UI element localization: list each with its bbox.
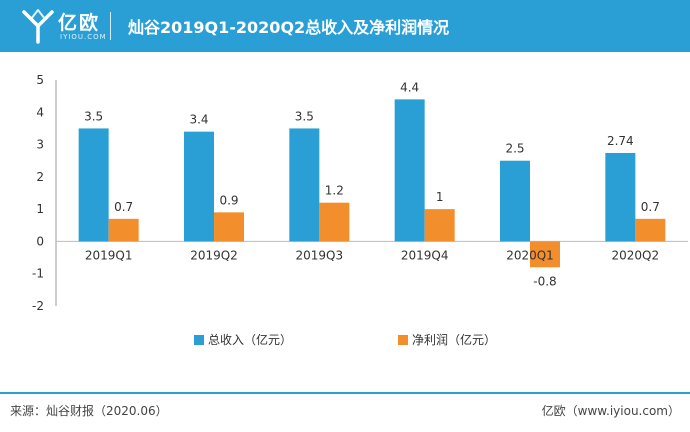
profit-data-label: 0.7 — [114, 200, 133, 214]
chart-canvas: 5 4 3 2 1 0 -1 -2 3.5 0.7 2019Q1 3.4 0.9 2019Q2 3.5 1.2… — [32, 73, 688, 347]
legend-label-revenue: 总收入（亿元） — [208, 332, 292, 347]
x-tick-label: 2019Q1 — [85, 248, 133, 262]
revenue-bar — [394, 99, 425, 242]
profit-data-label: 0.9 — [219, 193, 238, 207]
logo-subtext: IYIOU.COM — [60, 33, 107, 41]
revenue-bar — [289, 128, 320, 242]
x-tick-label: 2019Q3 — [296, 248, 344, 262]
revenue-profit-chart: 5 4 3 2 1 0 -1 -2 3.5 0.7 2019Q1 3.4 0.9 2019Q2 3.5 1.2… — [0, 52, 690, 388]
revenue-bar — [605, 152, 636, 242]
header-divider — [110, 12, 111, 40]
y-tick-label: 5 — [36, 73, 44, 87]
revenue-bar — [78, 128, 109, 242]
profit-bar — [108, 218, 139, 242]
revenue-data-label: 4.4 — [400, 80, 419, 94]
profit-data-label: 1.2 — [325, 184, 344, 198]
profit-data-label: 0.7 — [641, 200, 660, 214]
revenue-data-label: 2.5 — [505, 142, 524, 156]
revenue-bar — [184, 131, 214, 242]
revenue-bar — [500, 160, 530, 242]
page-title: 灿谷2019Q1-2020Q2总收入及净利润情况 — [128, 18, 450, 37]
profit-data-label: -0.8 — [533, 274, 556, 288]
profit-bar — [635, 218, 666, 242]
x-tick-label: 2020Q2 — [612, 248, 660, 262]
y-tick-label: -1 — [32, 267, 44, 281]
revenue-data-label: 3.4 — [189, 113, 208, 127]
x-tick-label: 2019Q4 — [401, 248, 449, 262]
y-tick-label: 2 — [36, 170, 44, 184]
profit-bar — [424, 209, 455, 242]
legend-swatch-profit — [398, 335, 408, 345]
header-banner: 亿欧 IYIOU.COM 灿谷2019Q1-2020Q2总收入及净利润情况 — [0, 0, 690, 52]
y-tick-label: 0 — [36, 234, 44, 248]
logo-text: 亿欧 — [58, 12, 101, 34]
y-tick-label: -2 — [32, 299, 44, 313]
profit-bar — [319, 202, 350, 242]
legend-swatch-revenue — [194, 335, 204, 345]
y-tick-label: 1 — [36, 202, 44, 216]
footer-divider — [0, 392, 690, 394]
profit-bar — [214, 212, 244, 242]
source-note: 来源：灿谷财报（2020.06） — [10, 404, 168, 418]
y-tick-label: 4 — [36, 105, 44, 119]
legend-label-profit: 净利润（亿元） — [412, 332, 496, 347]
iyiou-logo-icon — [22, 9, 54, 44]
revenue-data-label: 3.5 — [84, 109, 103, 123]
revenue-data-label: 2.74 — [607, 134, 634, 148]
x-tick-label: 2019Q2 — [190, 248, 238, 262]
y-tick-label: 3 — [36, 138, 44, 152]
x-tick-label: 2020Q1 — [506, 248, 554, 262]
revenue-data-label: 3.5 — [295, 109, 314, 123]
profit-bar — [530, 241, 560, 268]
site-credit: 亿欧（www.iyiou.com） — [541, 404, 680, 418]
profit-data-label: 1 — [436, 190, 444, 204]
